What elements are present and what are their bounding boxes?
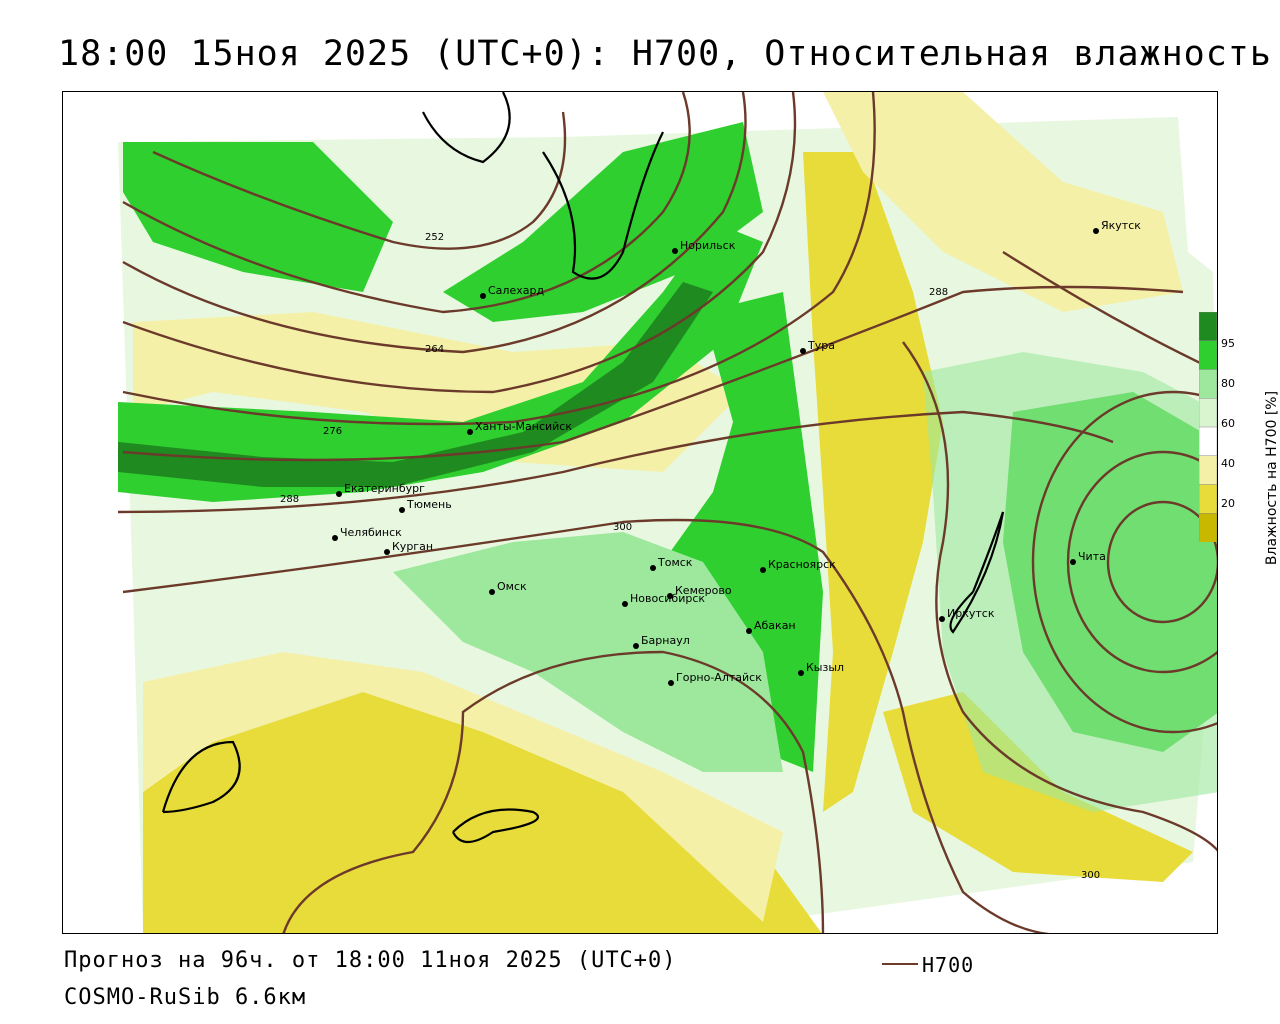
city-label: Новосибирск	[630, 592, 705, 605]
humid-band-core	[118, 282, 713, 487]
colorbar-swatch	[1199, 340, 1217, 371]
colorbar-tick: 60	[1221, 417, 1235, 430]
humidity-colorbar	[1199, 312, 1217, 542]
city-label: Челябинск	[340, 526, 402, 539]
city-label: Томск	[657, 556, 693, 569]
city-label: Кызыл	[806, 661, 844, 674]
city-label: Якутск	[1101, 219, 1141, 232]
map-canvas: 252 264 276 288 288 300 300 Якутск Нориль…	[117, 92, 1217, 933]
colorbar-tick: 95	[1221, 337, 1235, 350]
city-label: Салехард	[488, 284, 544, 297]
city-marker	[667, 593, 673, 599]
colorbar-swatch	[1199, 484, 1217, 514]
contour-label: 300	[613, 522, 632, 533]
city-marker	[489, 589, 495, 595]
colorbar-swatch	[1199, 398, 1217, 428]
colorbar-tick: 40	[1221, 457, 1235, 470]
city-label: Иркутск	[947, 607, 995, 620]
city-label: Тура	[807, 339, 835, 352]
coastlines	[161, 92, 1005, 844]
dry-area-south	[143, 692, 822, 933]
colorbar-swatch	[1199, 312, 1217, 342]
contour-label: 264	[425, 344, 444, 355]
city-marker	[672, 248, 678, 254]
humid-northwest	[123, 142, 393, 292]
city-marker	[668, 680, 674, 686]
city-label: Абакан	[754, 619, 796, 632]
city-marker	[336, 491, 342, 497]
city-markers: Якутск Норильск Салехард Тура Ханты-Мансийск…	[332, 219, 1141, 686]
city-marker	[760, 567, 766, 573]
city-marker	[798, 670, 804, 676]
city-marker	[467, 429, 473, 435]
dry-area-south-light	[143, 652, 783, 922]
forecast-info: Прогноз на 96ч. от 18:00 11ноя 2025 (UTC…	[64, 948, 677, 973]
city-marker	[650, 565, 656, 571]
contour-label: 276	[323, 426, 342, 437]
dry-band-central	[803, 152, 943, 812]
city-marker	[633, 643, 639, 649]
city-marker	[480, 293, 486, 299]
contour-label: 252	[425, 232, 444, 243]
contour-label: 288	[929, 287, 948, 298]
model-name: COSMO-RuSib 6.6км	[64, 985, 307, 1010]
colorbar-title: Влажность на H700 [%]	[1264, 390, 1280, 566]
city-marker	[939, 616, 945, 622]
city-label: Чита	[1078, 550, 1106, 563]
contour-label-group: 252 264 276 288 288 300 300	[280, 232, 1100, 881]
city-label: Ханты-Мансийск	[475, 420, 572, 433]
city-marker	[1070, 559, 1076, 565]
h700-legend-line	[882, 963, 918, 965]
city-label: Курган	[392, 540, 433, 553]
colorbar-swatch	[1199, 455, 1217, 486]
colorbar-swatch	[1199, 513, 1217, 542]
city-label: Омск	[497, 580, 527, 593]
city-marker	[332, 535, 338, 541]
city-label: Барнаул	[641, 634, 690, 647]
city-marker	[399, 507, 405, 513]
h700-contours	[117, 92, 1217, 933]
map-panel: 252 264 276 288 288 300 300 Якутск Нориль…	[62, 91, 1218, 934]
humid-band	[118, 222, 763, 502]
city-label: Норильск	[680, 239, 736, 252]
city-marker	[622, 601, 628, 607]
city-marker	[1093, 228, 1099, 234]
city-label: Горно-Алтайск	[676, 671, 762, 684]
colorbar-tick: 80	[1221, 377, 1235, 390]
contour-label: 288	[280, 494, 299, 505]
city-label: Екатеринбург	[344, 482, 425, 495]
city-marker	[384, 549, 390, 555]
colorbar-tick: 20	[1221, 497, 1235, 510]
colorbar-swatch	[1199, 369, 1217, 399]
h700-legend-label: H700	[922, 953, 975, 977]
contour-label: 300	[1081, 870, 1100, 881]
city-label: Тюмень	[406, 498, 452, 511]
city-marker	[746, 628, 752, 634]
dry-band-east	[823, 92, 1183, 312]
city-label: Кемерово	[675, 584, 732, 597]
colorbar-swatch	[1199, 426, 1217, 457]
city-label: Красноярск	[768, 558, 836, 571]
city-marker	[800, 348, 806, 354]
map-title: 18:00 15ноя 2025 (UTC+0): H700, Относите…	[58, 34, 1272, 74]
